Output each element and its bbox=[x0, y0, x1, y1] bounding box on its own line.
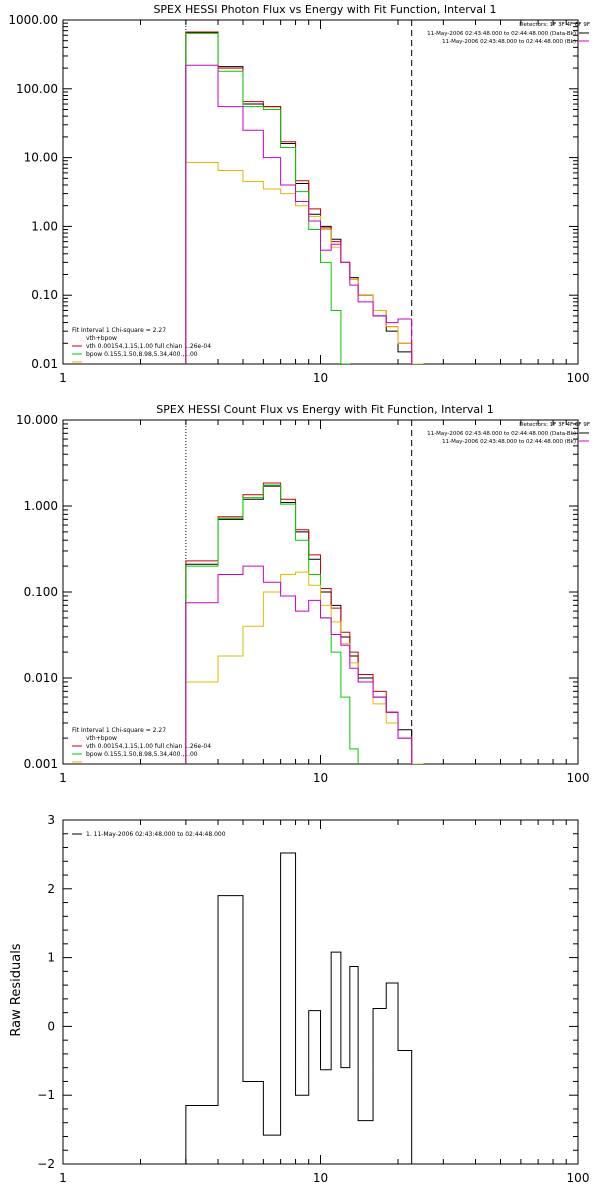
y-tick-label: 0.01 bbox=[31, 357, 58, 371]
legend-bl-item: vth 0.00154,1.15,1.00 full chian 1.26e-0… bbox=[86, 343, 211, 350]
x-tick-label: 10 bbox=[313, 371, 328, 385]
legend-bl-item: vth+bpow bbox=[86, 735, 117, 742]
legend-bl-item: bpow 0.155,1.50,8.98,5.34,400.,1.00 bbox=[86, 351, 198, 358]
y-tick-label: 0.010 bbox=[24, 671, 58, 685]
y-tick-label: 3 bbox=[47, 813, 55, 827]
legend-bl-item: vth 0.00154,1.15,1.00 full chian 1.26e-0… bbox=[86, 743, 211, 750]
y-tick-label: 1.00 bbox=[31, 219, 58, 233]
y-tick-label: 1.000 bbox=[24, 499, 58, 513]
x-tick-label: 10 bbox=[313, 1171, 328, 1185]
y-tick-label: −2 bbox=[37, 1157, 55, 1171]
legend-bl-item: Fit Interval 1 Chi-square = 2.27 bbox=[72, 327, 166, 334]
axes-frame bbox=[62, 19, 579, 365]
legend-bl-item: vth+bpow bbox=[86, 335, 117, 342]
y-tick-label: 2 bbox=[47, 882, 55, 896]
y-tick-label: −1 bbox=[37, 1088, 55, 1102]
x-tick-label: 10 bbox=[313, 771, 328, 785]
x-tick-label: 1 bbox=[59, 371, 67, 385]
panel-title: SPEX HESSI Count Flux vs Energy with Fit… bbox=[156, 403, 493, 416]
series-total bbox=[185, 485, 413, 764]
legend-bl-item: Fit Interval 1 Chi-square = 2.27 bbox=[72, 727, 166, 734]
y-tick-label: 0.100 bbox=[24, 585, 58, 599]
y-tick-label: 1 bbox=[47, 951, 55, 965]
legend-bl-item: bpow 0.155,1.50,8.98,5.34,400.,1.00 bbox=[86, 751, 198, 758]
y-tick-label: 10.000 bbox=[16, 413, 58, 427]
series-model bbox=[185, 482, 424, 764]
detectors-label: Detectors: 1F 3F 4F 6F 9F bbox=[519, 422, 590, 428]
count-flux-panel: SPEX HESSI Count Flux vs Energy with Fit… bbox=[16, 403, 590, 785]
series-total bbox=[185, 852, 413, 1164]
series-bpow bbox=[185, 161, 424, 364]
series-bpow bbox=[185, 571, 424, 764]
panel-title: SPEX HESSI Photon Flux vs Energy with Fi… bbox=[153, 3, 496, 16]
y-tick-label: 1000.00 bbox=[8, 13, 58, 27]
series-backsub bbox=[185, 64, 413, 364]
y-tick-label: 100.00 bbox=[16, 82, 58, 96]
series-model bbox=[185, 31, 424, 364]
axes-frame bbox=[62, 819, 579, 1165]
legend-tl-item: 1. 11-May-2006 02:43:48.000 to 02:44:48.… bbox=[86, 831, 226, 838]
y-tick-label: 0 bbox=[47, 1019, 55, 1033]
detectors-label: Detectors: 1F 3F 4F 6F 9F bbox=[519, 22, 590, 28]
x-tick-label: 1 bbox=[59, 771, 67, 785]
y-tick-label: 10.00 bbox=[24, 151, 58, 165]
series-vth bbox=[185, 484, 359, 764]
legend-tr-item: 11-May-2006 02:43:48.000 to 02:44:48.000… bbox=[427, 431, 576, 437]
series-backsub bbox=[185, 565, 413, 764]
legend-tr-item: 11-May-2006 02:43:48.000 to 02:44:48.000… bbox=[442, 439, 576, 445]
residuals-panel: Raw Residuals 1. 11-May-2006 02:43:48.00… bbox=[9, 813, 589, 1185]
legend-tr-item: 11-May-2006 02:43:48.000 to 02:44:48.000… bbox=[442, 39, 576, 45]
y-tick-label: 0.001 bbox=[24, 757, 58, 771]
x-tick-label: 100 bbox=[567, 1171, 590, 1185]
series-vth bbox=[185, 32, 351, 364]
x-tick-label: 100 bbox=[567, 771, 590, 785]
x-tick-label: 100 bbox=[567, 371, 590, 385]
x-tick-label: 1 bbox=[59, 1171, 67, 1185]
y-axis-label: Raw Residuals bbox=[9, 943, 24, 1036]
y-tick-label: 0.10 bbox=[31, 288, 58, 302]
legend-tr-item: 11-May-2006 02:43:48.000 to 02:44:48.000… bbox=[427, 31, 576, 37]
photon-flux-panel: SPEX HESSI Photon Flux vs Energy with Fi… bbox=[8, 3, 590, 385]
